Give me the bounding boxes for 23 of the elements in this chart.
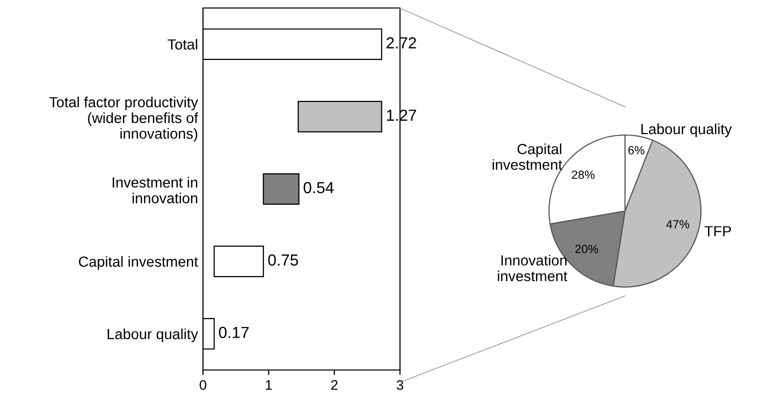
x-tick-label: 3 bbox=[396, 380, 404, 390]
x-tick-label: 1 bbox=[266, 380, 272, 390]
y-tick-label: Total bbox=[168, 38, 198, 50]
bar bbox=[298, 100, 382, 132]
data-label: 0.75 bbox=[268, 254, 298, 266]
data-label: 20% bbox=[575, 244, 598, 254]
data-label: 0.54 bbox=[304, 182, 334, 194]
y-tick-label: Total factor productivity (wider benefits of innovations) bbox=[49, 96, 198, 142]
y-tick-label: Labour quality bbox=[108, 328, 198, 342]
slice-label: Labour quality bbox=[641, 124, 732, 138]
x-tick-label: 0 bbox=[200, 380, 206, 390]
slice-label: Innovation investment bbox=[498, 254, 568, 282]
slice-label: TFP bbox=[704, 226, 731, 236]
y-tick-label: Investment in innovation bbox=[112, 176, 198, 204]
data-label: 47% bbox=[666, 220, 690, 228]
bar bbox=[262, 173, 300, 205]
data-label: 6% bbox=[628, 146, 644, 154]
bar bbox=[214, 246, 264, 278]
slice-label: Capital investment bbox=[492, 143, 562, 170]
data-label: 28% bbox=[572, 170, 595, 179]
y-tick-label: Capital investment bbox=[78, 256, 198, 270]
data-label: 0.17 bbox=[218, 326, 249, 338]
x-tick-label: 2 bbox=[331, 380, 338, 390]
